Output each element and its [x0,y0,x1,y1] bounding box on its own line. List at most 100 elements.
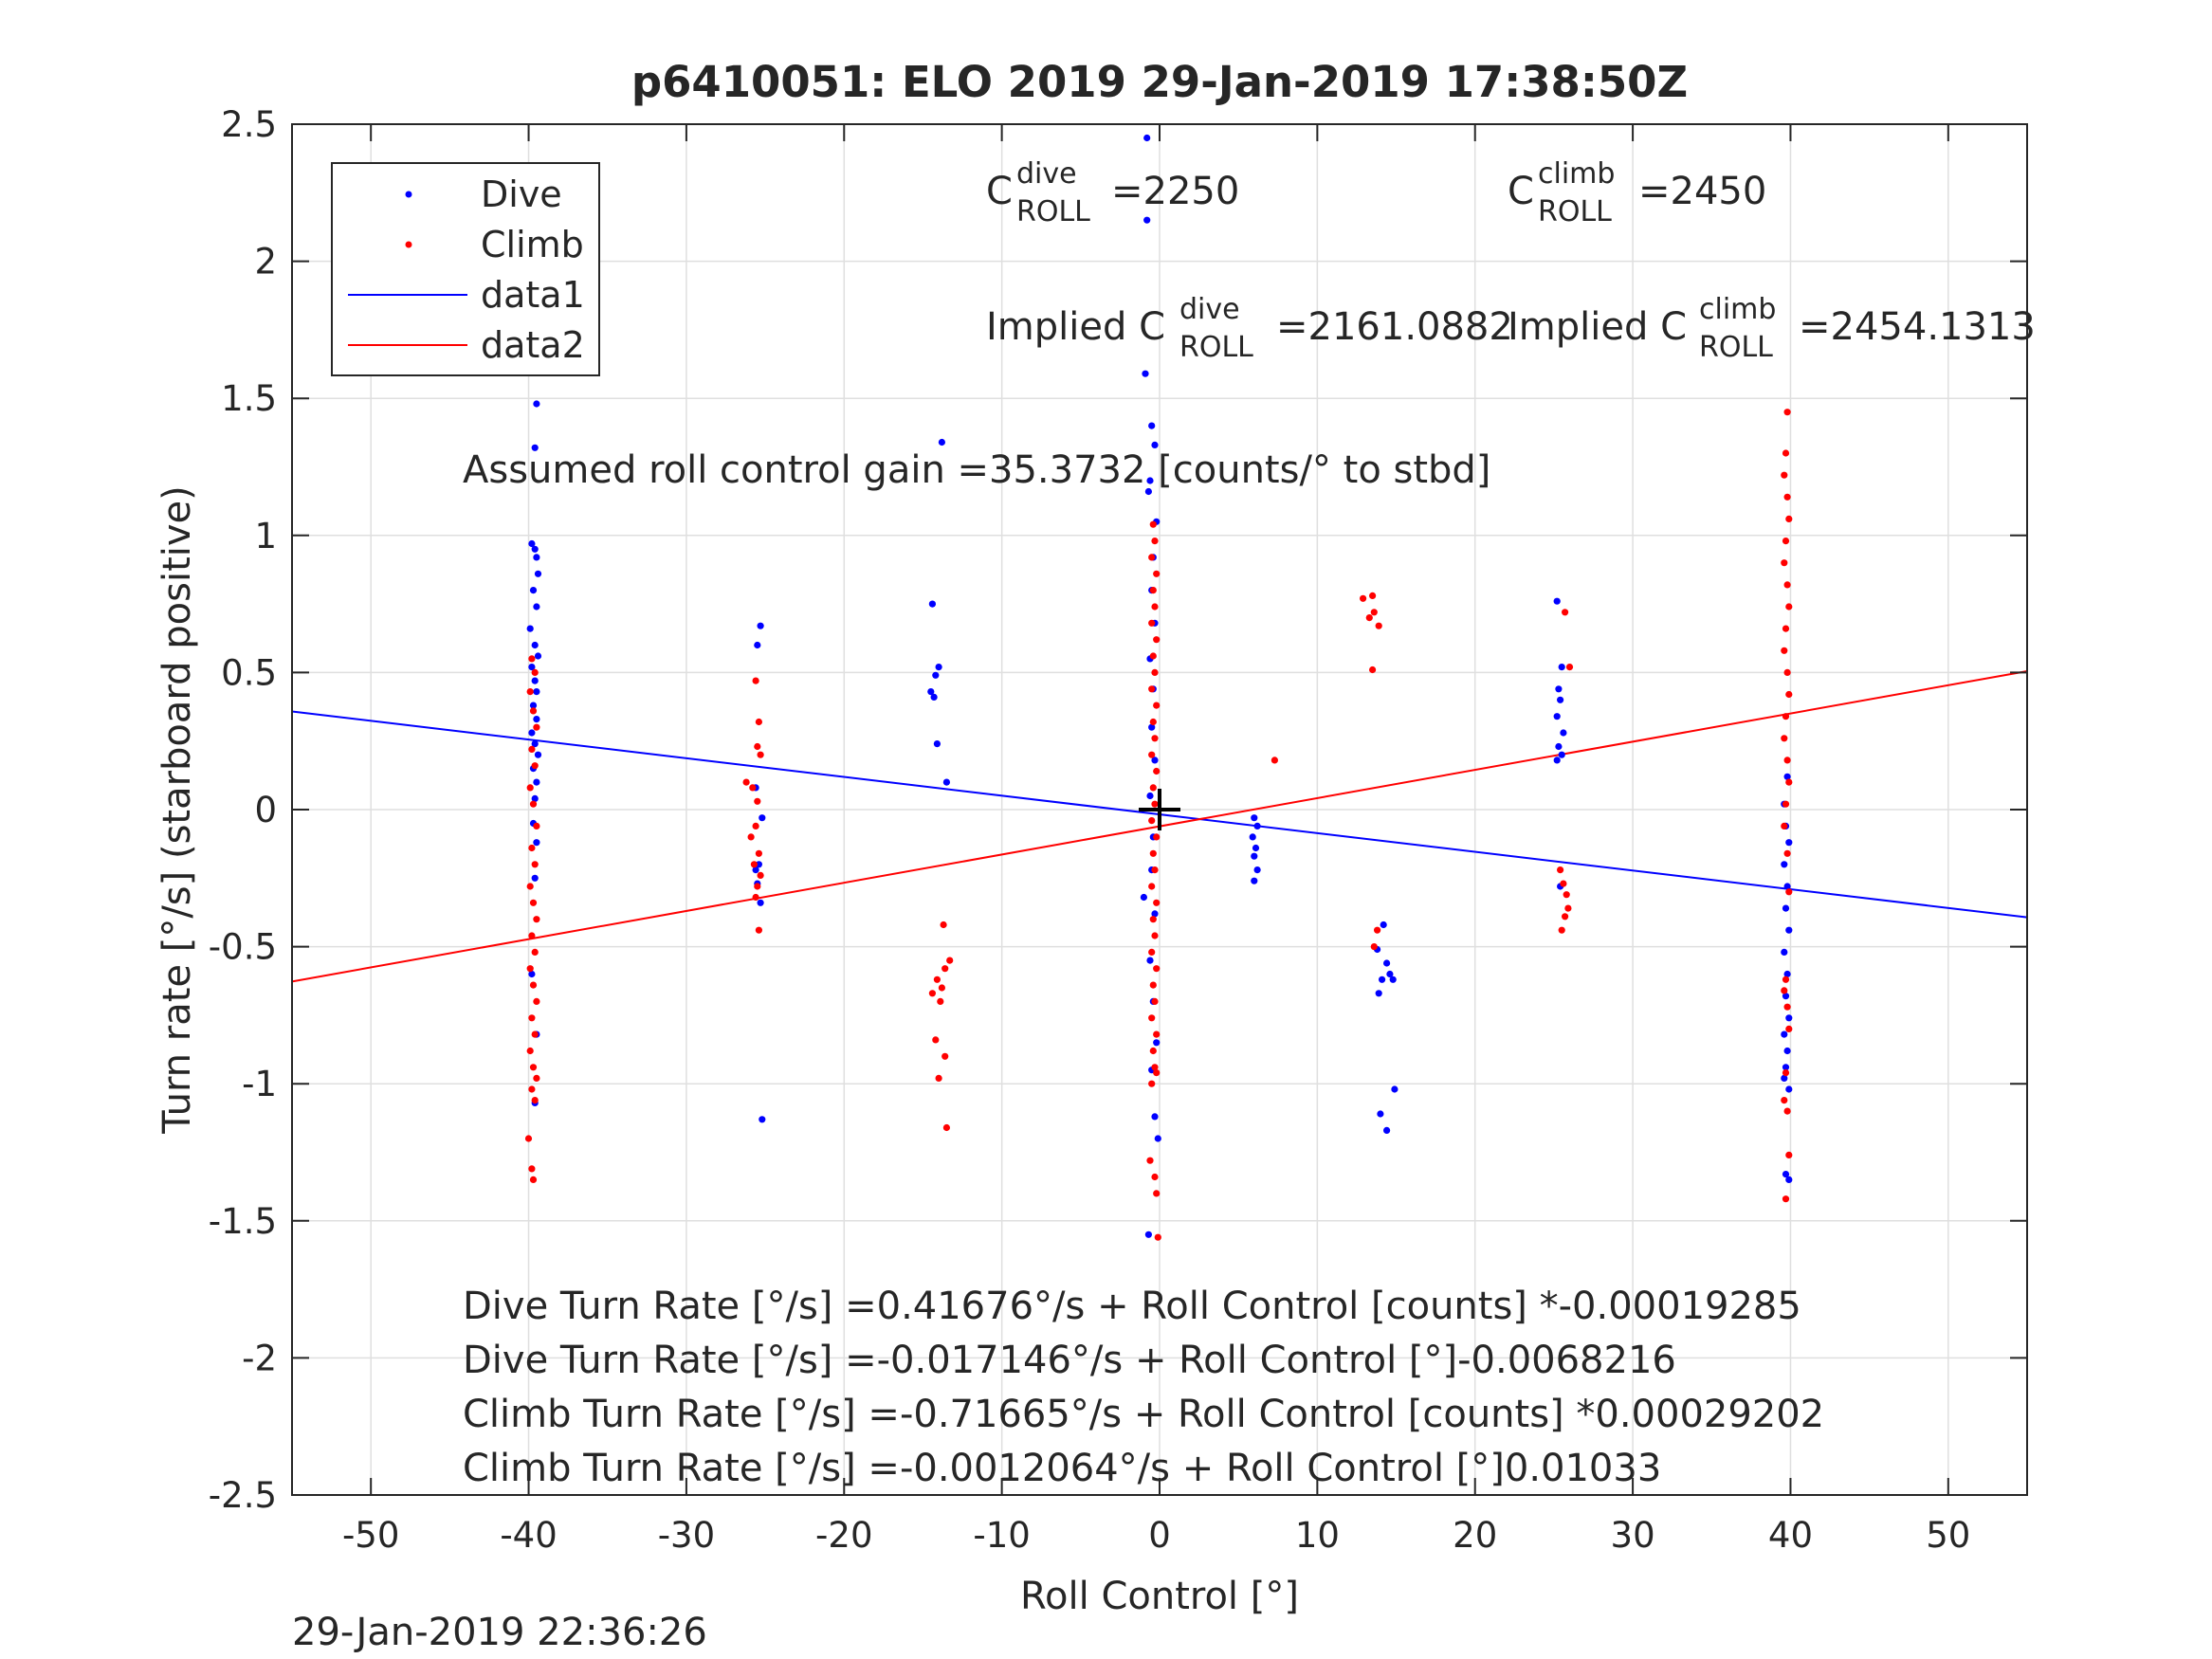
climb-point [754,742,761,751]
dive-point [1553,757,1561,764]
y-tick-label: -1.5 [209,1201,277,1242]
dive-point [1253,822,1261,830]
c-climb-sup: climb [1538,157,1615,191]
climb-point [528,655,536,663]
climb-point [1149,849,1157,857]
climb-point [1782,800,1790,808]
dive-point [1781,948,1788,957]
dive-point [1783,773,1791,780]
dive-point [1785,1176,1793,1183]
dive-point [528,729,536,737]
dive-point [757,622,764,629]
dive-point [1557,696,1564,703]
dive-point [534,652,542,660]
dive-point [531,444,539,451]
dive-point [1151,757,1159,764]
implied-dive-prefix: Implied C [986,305,1165,349]
dive-point [1252,844,1260,852]
dive-point [1553,597,1561,605]
climb-point [526,688,534,696]
legend-climb-label: Climb [481,224,584,265]
dive-point [1785,1014,1793,1022]
climb-point [533,916,540,923]
climb-point [1151,668,1159,677]
dive-point [1781,1030,1788,1038]
climb-point [531,948,539,957]
dive-point [1560,729,1567,737]
c-climb-base: C [1508,170,1534,213]
climb-point [749,784,757,792]
climb-point [1153,636,1161,644]
climb-point [1785,778,1793,786]
climb-point [1783,757,1791,764]
y-tick-label: 0 [254,790,277,830]
legend-dive-marker [405,191,412,198]
climb-point [1271,757,1278,764]
dive-point [529,587,538,594]
climb-point [528,1014,536,1022]
climb-point [1374,926,1381,934]
dive-point [1783,970,1791,978]
climb-point [750,861,759,868]
climb-point [531,861,539,868]
climb-point [752,893,759,902]
dive-point [1380,921,1387,929]
climb-point [1365,614,1373,622]
climb-point [1560,880,1567,887]
climb-point [755,718,763,726]
dive-point [1558,751,1565,758]
climb-point [754,883,761,890]
y-tick-label: -2.5 [209,1475,277,1516]
climb-point [1148,1014,1156,1022]
dive-point [1143,134,1151,142]
dive-point [533,603,540,611]
y-axis-label: Turn rate [°/s] (starboard positive) [155,485,199,1135]
climb-point [1153,767,1161,775]
climb-point [1149,1047,1157,1055]
climb-point [1785,888,1793,896]
fit-equation-2: Dive Turn Rate [°/s] =-0.017146°/s + Rol… [463,1339,1676,1382]
climb-point [1148,619,1156,627]
dive-point [1783,883,1791,890]
origin-marker [1139,789,1180,830]
dive-point [528,970,536,978]
climb-point [1148,817,1156,825]
climb-point [1153,833,1161,841]
x-tick-label: 0 [1148,1515,1171,1556]
dive-point [1253,866,1261,874]
legend-climb-marker [405,241,412,248]
dive-point [930,693,938,702]
dive-point [1555,742,1563,751]
climb-point [1557,866,1564,874]
c-climb-sub: ROLL [1538,195,1612,228]
dive-point [531,874,539,882]
implied-climb-sup: climb [1699,293,1776,326]
fit-equation-1: Dive Turn Rate [°/s] =0.41676°/s + Roll … [463,1285,1801,1328]
climb-point [1153,1190,1161,1197]
dive-point [1377,1110,1384,1118]
climb-point [1149,652,1157,660]
climb-point [946,957,954,964]
climb-point [526,883,534,890]
climb-point [1148,1080,1156,1087]
dive-point [1154,1135,1161,1142]
y-tick-label: 2.5 [221,104,277,145]
dive-point [533,778,540,786]
dive-point [1151,910,1159,918]
climb-point [1153,899,1161,906]
climb-point [1785,690,1793,699]
dive-point [1379,975,1386,983]
climb-point [529,1176,538,1183]
climb-point [1149,784,1157,792]
dive-point [529,702,538,709]
climb-point [1562,913,1569,921]
annotation-c-dive: C dive ROLL =2250 [986,157,1239,228]
climb-point [1151,932,1159,939]
climb-point [1375,622,1382,629]
climb-point [1558,926,1565,934]
climb-point [528,1165,536,1173]
climb-point [1153,1069,1161,1077]
y-tick-label: 2 [254,242,277,283]
climb-point [938,984,946,992]
